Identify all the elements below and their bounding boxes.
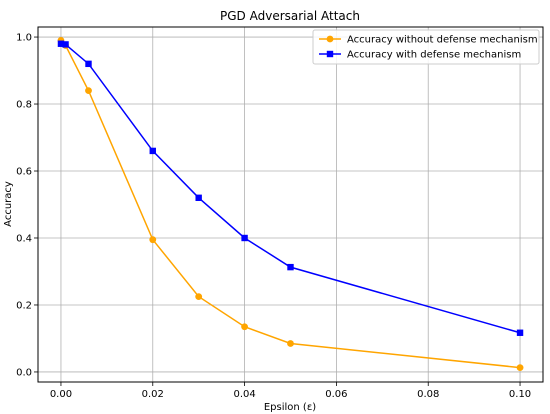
- y-tick-label: 0.0: [16, 367, 32, 378]
- legend-box: [312, 29, 540, 65]
- x-tick-label: 0.02: [142, 389, 164, 400]
- y-axis-label: Accuracy: [3, 181, 14, 227]
- plot-area: [37, 26, 544, 383]
- series-1: [57, 40, 524, 336]
- data-point: [85, 60, 92, 68]
- x-tick-label: 0.00: [50, 389, 72, 400]
- legend-item: Accuracy without defense mechanism: [319, 35, 538, 46]
- data-point: [195, 194, 202, 202]
- legend-label: Accuracy with defense mechanism: [347, 50, 521, 61]
- data-point: [287, 263, 294, 271]
- legend-swatch-marker: [326, 35, 334, 43]
- y-tick-label: 1.0: [16, 33, 32, 44]
- data-point: [149, 236, 157, 244]
- y-tick-label: 0.4: [16, 233, 32, 244]
- x-axis-ticks: 0.00 0.02 0.04 0.06 0.08 0.10: [50, 382, 531, 400]
- data-point: [85, 87, 92, 95]
- legend-item: Accuracy with defense mechanism: [319, 50, 521, 61]
- chart-title: PGD Adversarial Attach: [220, 9, 360, 23]
- x-tick-label: 0.04: [233, 389, 255, 400]
- x-gridlines: [60, 27, 521, 382]
- series-0: [57, 36, 524, 371]
- data-point: [516, 329, 524, 336]
- series-layer: [57, 36, 524, 371]
- series-line: [60, 43, 521, 334]
- y-tick-label: 0.2: [16, 300, 32, 311]
- x-tick-label: 0.06: [325, 389, 347, 400]
- series-line: [60, 39, 521, 369]
- data-point: [287, 340, 294, 347]
- data-point: [149, 147, 156, 155]
- data-point: [57, 40, 65, 47]
- data-point: [241, 323, 248, 331]
- data-point: [516, 364, 524, 371]
- y-axis-ticks: 0.0 0.2 0.4 0.6 0.8 1.0: [16, 33, 38, 378]
- x-axis-label: Epsilon (ε): [264, 402, 316, 413]
- legend: Accuracy without defense mechanism Accura…: [312, 29, 540, 65]
- legend-swatch-marker: [326, 50, 334, 58]
- data-point: [62, 41, 69, 48]
- y-tick-label: 0.6: [16, 167, 32, 178]
- x-tick-label: 0.10: [509, 389, 531, 400]
- x-tick-label: 0.08: [417, 389, 439, 400]
- data-point: [241, 234, 248, 242]
- legend-label: Accuracy without defense mechanism: [347, 35, 538, 46]
- y-tick-label: 0.8: [16, 100, 32, 111]
- data-point: [195, 293, 203, 300]
